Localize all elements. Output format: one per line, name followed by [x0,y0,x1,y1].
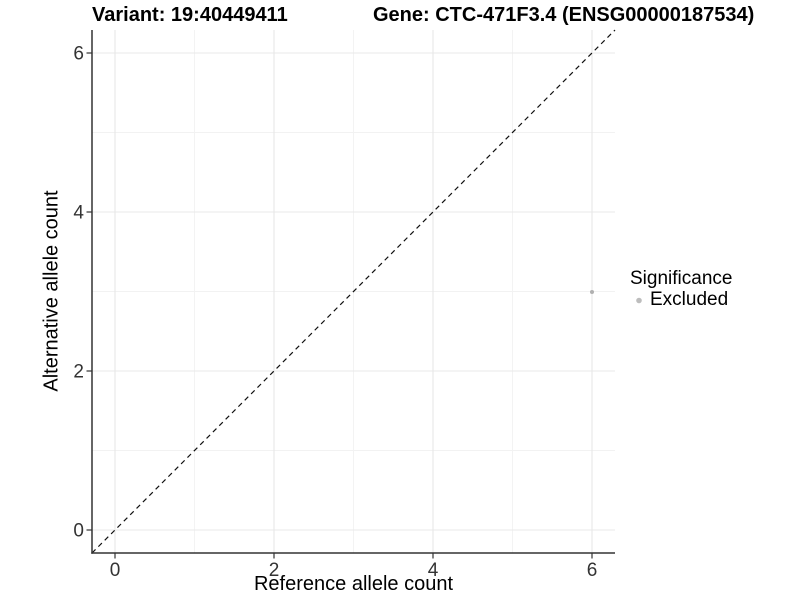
y-tick-label: 4 [73,203,84,224]
y-tick-label: 0 [73,521,84,542]
legend-entry-excluded: Excluded [630,288,732,310]
legend-point-icon [636,297,642,303]
legend-title: Significance [630,268,733,289]
tick-marks [86,52,593,559]
x-tick-label: 2 [269,560,280,581]
x-tick-label: 4 [428,560,439,581]
x-tick-label: 0 [110,560,121,581]
data-point-excluded [590,290,594,294]
y-tick-label: 6 [73,44,84,65]
legend-entry-label: Excluded [650,288,729,310]
x-axis-title: Reference allele count [253,573,453,595]
gridlines-minor [92,30,615,553]
y-tick-labels: 0 2 4 6 [73,44,84,542]
x-tick-label: 6 [587,560,598,581]
identity-reference-line [91,29,616,554]
y-axis-title: Alternative allele count [40,190,63,392]
plot-title-gene: Gene: CTC-471F3.4 (ENSG00000187534) [373,4,755,26]
plot-title-variant: Variant: 19:40449411 [92,4,288,26]
y-tick-label: 2 [73,362,84,383]
legend: Significance Excluded [630,268,733,310]
x-tick-labels: 0 2 4 6 [110,560,598,581]
axis-lines [91,30,615,554]
